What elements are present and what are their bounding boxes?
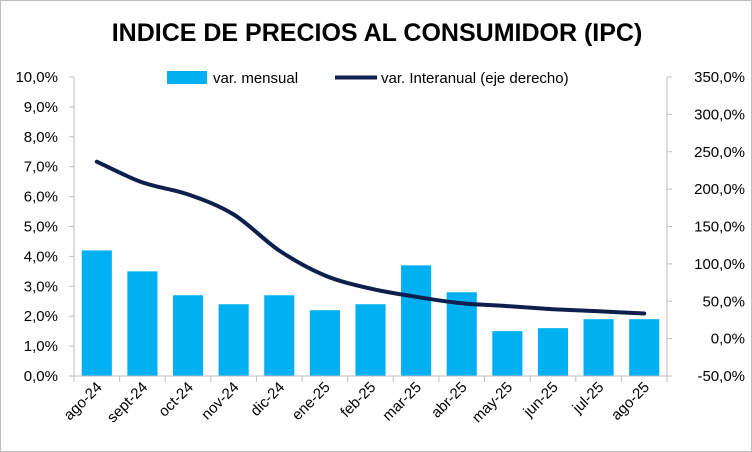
bar-ago-24 [81,250,112,376]
yoy-point-abr-25 [461,302,463,304]
yoy-point-jul-25 [598,310,600,312]
right-tick-label: -50,0% [697,368,745,385]
left-tick-label: 2,0% [24,308,58,325]
right-tick-label: 100,0% [694,256,745,273]
yoy-point-sept-24 [141,181,143,183]
bar-may-25 [492,331,523,376]
right-tick-label: 250,0% [694,144,745,161]
left-tick-label: 7,0% [24,159,58,176]
x-tick-label: jun-25 [520,379,562,421]
x-tick-label: abr-25 [428,379,471,422]
yoy-point-may-25 [506,305,508,307]
yoy-point-feb-25 [370,288,371,290]
yoy-point-dic-24 [278,250,280,252]
left-tick-label: 1,0% [24,338,58,355]
bar-mar-25 [401,265,432,376]
bar-sept-24 [127,271,158,376]
left-tick-label: 0,0% [24,368,58,385]
legend-swatch-monthly [167,71,207,84]
yoy-point-ene-25 [324,274,326,276]
bar-feb-25 [355,304,386,376]
x-tick-label: nov-24 [198,379,242,423]
left-tick-label: 5,0% [24,219,58,236]
right-tick-label: 300,0% [694,106,745,123]
yoy-point-mar-25 [415,296,417,298]
bar-ene-25 [309,310,340,376]
left-tick-label: 9,0% [24,99,58,116]
yoy-point-nov-24 [233,214,235,216]
yoy-line-series [94,159,647,316]
left-tick-label: 3,0% [24,278,58,295]
legend-label-yoy: var. Interanual (eje derecho) [381,70,569,87]
bar-oct-24 [172,295,204,376]
yoy-point-jun-25 [552,308,554,310]
right-tick-label: 150,0% [694,219,745,236]
right-tick-label: 50,0% [702,293,745,310]
left-tick-label: 6,0% [24,189,58,206]
right-tick-label: 0,0% [711,331,745,348]
x-tick-label: jul-25 [569,379,608,418]
monthly-bars [81,250,660,376]
x-tick-label: ene-25 [289,379,334,424]
bar-dic-24 [264,295,295,376]
left-tick-label: 10,0% [15,69,58,86]
yoy-line-path [94,159,647,316]
left-tick-label: 8,0% [24,129,58,146]
x-tick-label: dic-24 [247,379,288,420]
x-tick-label: ago-25 [608,379,653,424]
x-tick-label: sept-24 [104,379,151,426]
right-axis-ticks: -50,0% 0,0% 50,0% 100,0% 150,0% 200,0% 250,0% 3… [694,69,745,385]
x-tick-label: mar-25 [379,379,425,425]
left-tick-label: 4,0% [24,248,58,265]
x-tick-label: feb-25 [337,379,379,421]
yoy-point-ago-24 [96,161,98,163]
legend-label-monthly: var. mensual [213,70,298,87]
bar-ago-25 [629,319,660,376]
bar-abr-25 [446,292,477,376]
right-tick-label: 350,0% [694,69,745,86]
x-tick-label: oct-24 [155,379,197,421]
chart-title: INDICE DE PRECIOS AL CONSUMIDOR (IPC) [111,19,643,47]
bar-jul-25 [583,319,614,376]
bar-nov-24 [218,304,249,376]
x-tick-label: ago-24 [61,379,106,424]
left-axis-ticks: 0,0% 1,0% 2,0% 3,0% 4,0% 5,0% 6,0% 7,0% 8,0% 9,0%… [15,69,58,385]
axes [69,76,672,382]
yoy-point-oct-24 [187,193,189,195]
x-tick-label: may-25 [469,379,516,426]
legend: var. mensual var. Interanual (eje derech… [167,70,569,87]
right-tick-label: 200,0% [694,181,745,198]
bar-jun-25 [537,328,569,376]
yoy-point-ago-25 [643,313,645,315]
